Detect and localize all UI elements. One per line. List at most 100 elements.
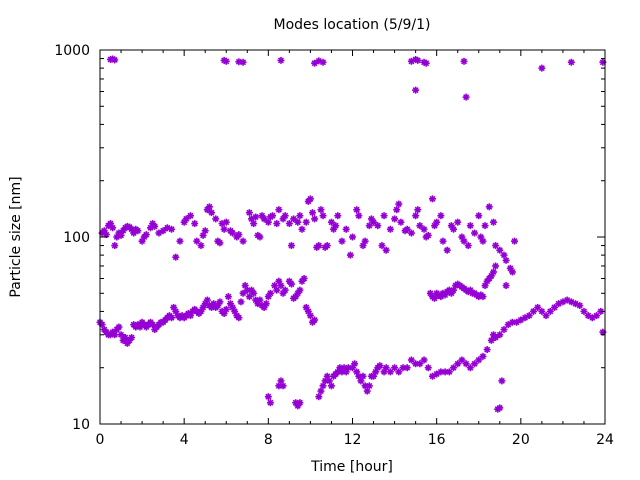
data-point — [475, 356, 483, 364]
data-point — [239, 58, 247, 66]
data-point — [128, 334, 136, 342]
data-point — [525, 312, 533, 320]
data-point — [311, 215, 319, 223]
x-tick-label: 8 — [264, 432, 273, 448]
data-point — [302, 218, 310, 226]
data-point — [287, 280, 295, 288]
data-point — [197, 242, 205, 250]
data-point — [580, 307, 588, 315]
data-point — [355, 212, 363, 220]
data-point — [315, 242, 323, 250]
data-point — [487, 336, 495, 344]
data-point — [424, 364, 432, 372]
data-point — [121, 334, 129, 342]
data-point — [538, 64, 546, 72]
data-point — [306, 195, 314, 203]
data-point — [115, 323, 123, 331]
data-point — [424, 231, 432, 239]
data-point — [466, 222, 474, 230]
data-point — [403, 364, 411, 372]
data-point — [159, 227, 167, 235]
data-point — [363, 387, 371, 395]
data-point — [111, 56, 119, 64]
data-point — [224, 293, 232, 301]
data-point — [361, 237, 369, 245]
data-point — [386, 368, 394, 376]
data-point — [407, 229, 415, 237]
data-point — [203, 296, 211, 304]
data-point — [193, 237, 201, 245]
data-point — [277, 282, 285, 290]
data-point — [376, 362, 384, 370]
data-point — [386, 225, 394, 233]
data-point — [500, 251, 508, 259]
data-point — [172, 253, 180, 261]
data-point — [506, 264, 514, 272]
x-tick-label: 0 — [96, 432, 105, 448]
data-point — [439, 237, 447, 245]
chart-title: Modes location (5/9/1) — [274, 17, 431, 33]
data-point — [319, 58, 327, 66]
data-point — [485, 203, 493, 211]
data-point — [502, 282, 510, 290]
data-point — [216, 239, 224, 247]
data-point — [109, 224, 117, 232]
data-point — [479, 352, 487, 360]
data-point — [412, 86, 420, 94]
data-points-group — [96, 55, 607, 413]
data-point — [176, 237, 184, 245]
data-point — [229, 229, 237, 237]
data-point — [266, 399, 274, 407]
data-point — [391, 364, 399, 372]
data-point — [315, 393, 323, 401]
data-point — [492, 242, 500, 250]
data-point — [235, 231, 243, 239]
data-point — [479, 293, 487, 301]
data-point — [382, 364, 390, 372]
y-tick-label: 100 — [63, 230, 90, 246]
data-point — [168, 225, 176, 233]
x-tick-label: 24 — [596, 432, 614, 448]
data-point — [365, 382, 373, 390]
y-tick-label: 1000 — [54, 43, 90, 59]
data-point — [239, 289, 247, 297]
x-tick-label: 16 — [428, 432, 446, 448]
data-point — [342, 225, 350, 233]
data-point — [266, 289, 274, 297]
data-point — [134, 227, 142, 235]
data-point — [351, 360, 359, 368]
data-point — [546, 307, 554, 315]
data-point — [296, 286, 304, 294]
axis-ticks-group: 0 4 8 12 16 20 24 10 100 1000 — [54, 43, 614, 448]
data-point — [252, 213, 260, 221]
data-point — [374, 222, 382, 230]
data-point — [281, 286, 289, 294]
data-point — [250, 289, 258, 297]
data-point — [319, 212, 327, 220]
data-point — [471, 229, 479, 237]
data-point — [349, 233, 356, 241]
data-point — [168, 314, 176, 322]
data-point — [353, 206, 361, 214]
data-point — [420, 225, 428, 233]
data-point — [245, 209, 253, 217]
data-point — [422, 59, 430, 67]
data-point — [332, 222, 340, 230]
data-point — [222, 218, 230, 226]
data-point — [338, 237, 346, 245]
x-tick-label: 12 — [344, 432, 362, 448]
data-point — [273, 220, 281, 228]
data-point — [489, 218, 497, 226]
data-point — [111, 242, 119, 250]
x-tick-label: 4 — [180, 432, 189, 448]
y-axis-title: Particle size [nm] — [8, 176, 24, 297]
data-point — [462, 93, 470, 101]
data-point — [262, 300, 270, 308]
data-point — [395, 368, 403, 376]
data-point — [256, 296, 264, 304]
data-point — [460, 57, 468, 65]
x-axis-title: Time [hour] — [310, 459, 393, 475]
data-point — [327, 382, 335, 390]
